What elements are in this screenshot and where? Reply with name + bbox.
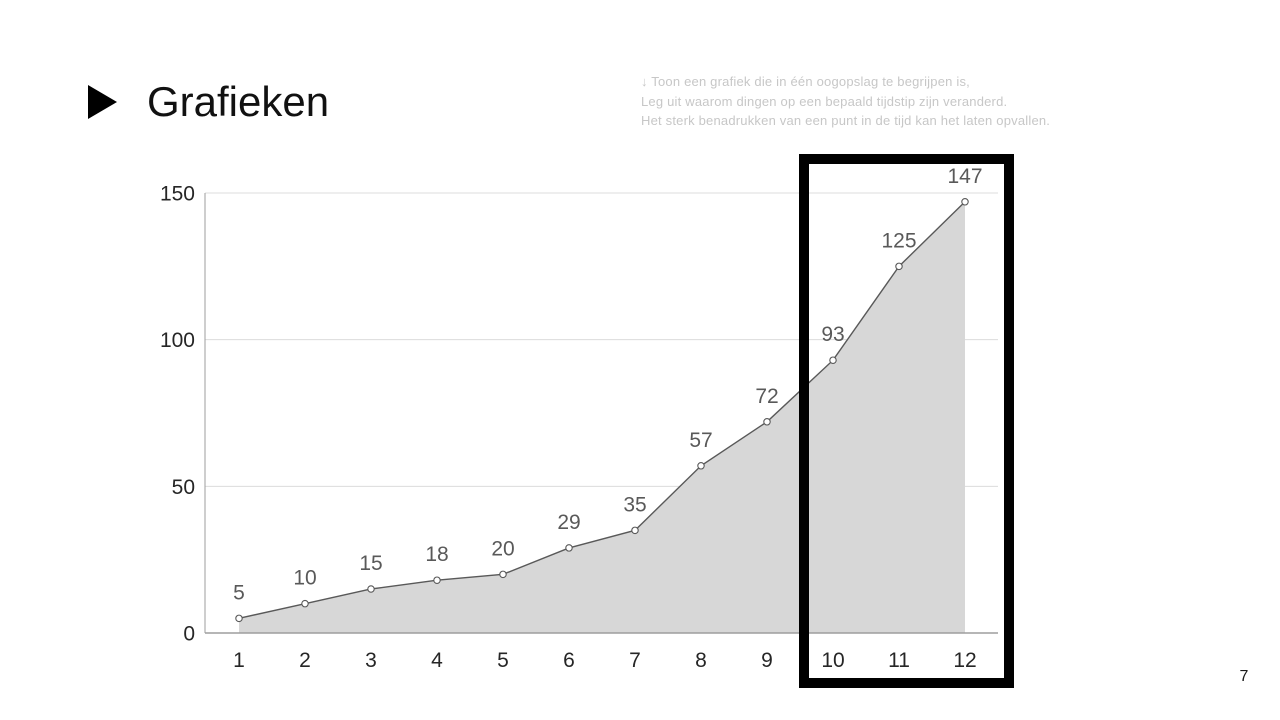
- x-tick-label-12: 12: [953, 649, 976, 672]
- note-line-2: Leg uit waarom dingen op een bepaald tij…: [641, 93, 1008, 109]
- data-point-3: [367, 585, 375, 593]
- x-tick-label-8: 8: [695, 649, 707, 672]
- y-tick-label-100: 100: [160, 329, 195, 352]
- highlight-rectangle: [799, 154, 1014, 688]
- data-label-12: 147: [947, 165, 982, 188]
- page-number: 7: [1239, 668, 1249, 685]
- data-point-7: [631, 526, 639, 535]
- data-point-12: [961, 198, 969, 206]
- x-tick-label-4: 4: [431, 649, 443, 672]
- y-tick-label-150: 150: [160, 183, 195, 206]
- data-label-8: 57: [689, 429, 712, 452]
- x-tick-label-2: 2: [299, 649, 311, 672]
- data-point-11: [895, 262, 903, 271]
- data-label-7: 35: [623, 493, 646, 516]
- y-tick-label-50: 50: [172, 476, 195, 499]
- data-point-6: [565, 544, 573, 552]
- x-tick-label-11: 11: [888, 649, 910, 672]
- data-label-11: 125: [881, 229, 916, 252]
- x-tick-label-7: 7: [629, 649, 641, 672]
- data-label-3: 15: [359, 552, 382, 575]
- play-triangle-icon: [88, 85, 117, 119]
- x-tick-label-5: 5: [497, 649, 509, 672]
- data-label-1: 5: [233, 581, 245, 604]
- slide-notes: ↓ Toon een grafiek die in één oogopslag …: [641, 72, 1050, 131]
- x-tick-label-10: 10: [821, 649, 844, 672]
- x-tick-label-1: 1: [233, 649, 245, 672]
- data-label-9: 72: [755, 385, 778, 408]
- chart-area-fill: [239, 201, 965, 634]
- note-line-1: ↓ Toon een grafiek die in één oogopslag …: [641, 74, 970, 89]
- x-tick-label-9: 9: [761, 649, 773, 672]
- data-label-6: 29: [557, 511, 580, 534]
- data-label-2: 10: [293, 567, 316, 590]
- data-point-5: [499, 570, 507, 579]
- chart-line: [238, 201, 966, 620]
- data-point-2: [301, 599, 309, 608]
- data-label-10: 93: [821, 323, 844, 346]
- slide-title: Grafieken: [147, 78, 330, 125]
- y-tick-label-0: 0: [183, 623, 195, 646]
- data-label-4: 18: [425, 543, 448, 566]
- x-tick-label-6: 6: [563, 649, 575, 672]
- data-point-8: [697, 462, 705, 470]
- data-point-10: [829, 356, 837, 364]
- data-label-5: 20: [491, 537, 514, 560]
- note-line-3: Het sterk benadrukken van een punt in de…: [641, 113, 1051, 128]
- data-point-4: [433, 576, 441, 584]
- slide-header: Grafieken: [88, 78, 329, 126]
- data-point-9: [763, 418, 771, 426]
- x-tick-label-3: 3: [365, 649, 377, 672]
- data-point-1: [235, 614, 243, 623]
